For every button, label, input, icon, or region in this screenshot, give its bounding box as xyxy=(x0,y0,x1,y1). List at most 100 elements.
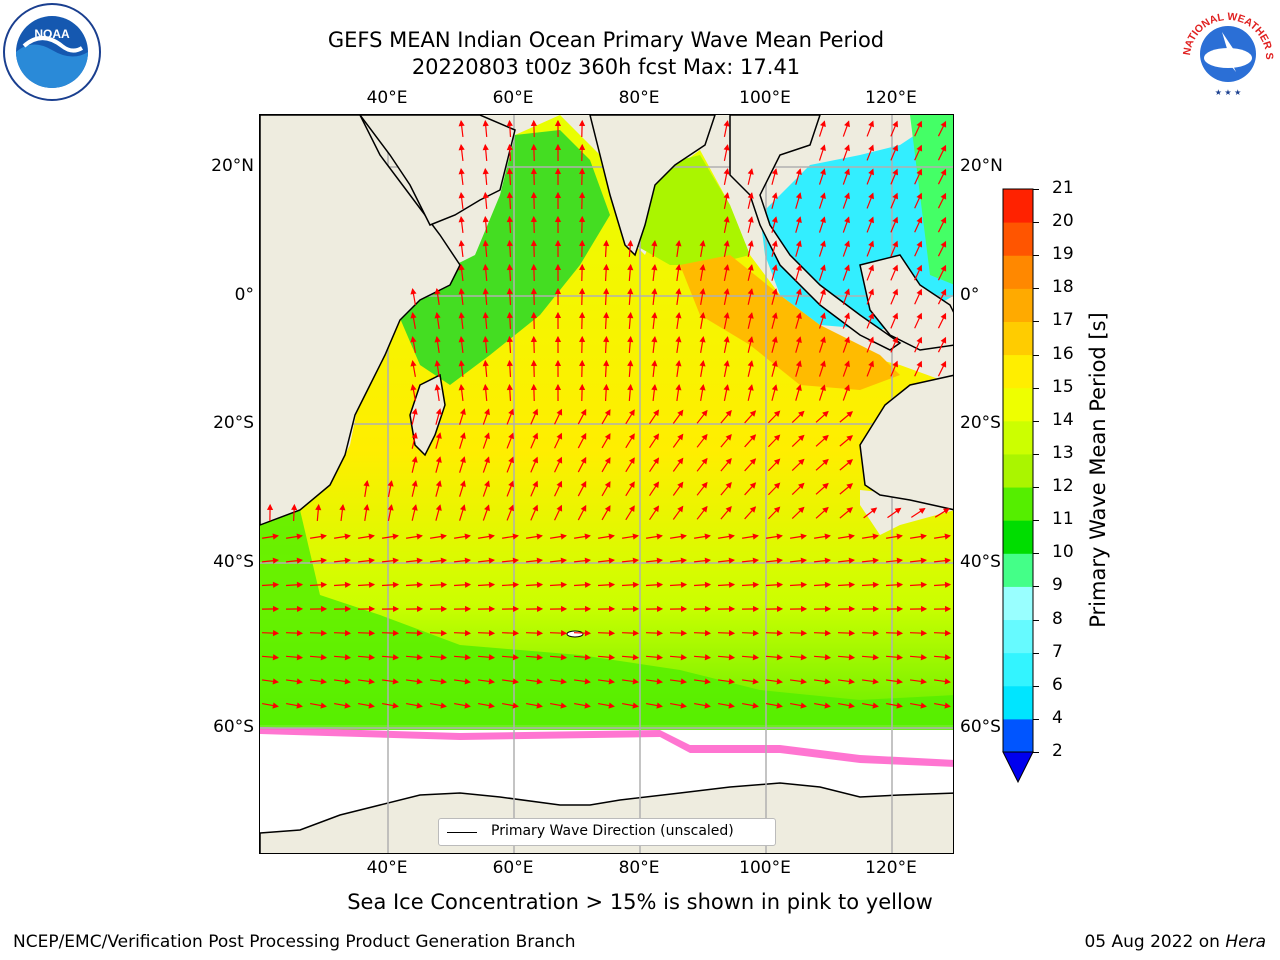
wave-arrow-head xyxy=(506,263,513,271)
lon-tick-bottom: 120°E xyxy=(865,858,917,878)
wave-arrow-head xyxy=(482,143,489,151)
lat-tick-right: 20°N xyxy=(960,156,1003,176)
wave-arrow-head xyxy=(578,239,586,247)
wave-arrow-head xyxy=(680,678,688,685)
wave-arrow-head xyxy=(536,630,544,637)
wave-arrow-head xyxy=(512,654,520,661)
wave-arrow-head xyxy=(725,458,732,465)
wave-arrow-head xyxy=(699,360,706,367)
wave-arrow-head xyxy=(506,383,513,391)
wave-arrow-head xyxy=(942,508,950,515)
wave-arrow-head xyxy=(417,605,424,613)
wave-arrow-head xyxy=(820,312,826,320)
wave-arrow-head xyxy=(728,654,736,661)
colorbar-extend xyxy=(1002,751,1034,784)
wave-arrow-head xyxy=(536,533,543,540)
wave-arrow-head xyxy=(272,581,280,588)
colorbar-tick-label: 7 xyxy=(1052,641,1063,662)
wave-arrow-head xyxy=(532,504,539,512)
wave-arrow-head xyxy=(940,144,947,152)
wave-arrow-head xyxy=(604,481,611,488)
wave-arrow-head xyxy=(296,581,304,588)
wave-arrow-head xyxy=(508,480,514,488)
wave-arrow-head xyxy=(578,359,586,367)
wave-arrow-head xyxy=(892,264,899,272)
wave-arrow-head xyxy=(363,480,370,487)
wave-arrow-head xyxy=(512,630,520,637)
colorbar-tick-label: 4 xyxy=(1052,707,1063,728)
colorbar-segment xyxy=(1003,453,1033,488)
wave-arrow-head xyxy=(795,240,802,247)
wave-arrow-head xyxy=(416,533,423,540)
lat-tick-left: 40°S xyxy=(213,552,254,572)
wave-arrow-head xyxy=(681,605,688,613)
wave-arrow-head xyxy=(892,192,899,200)
wave-arrow-head xyxy=(776,557,784,564)
wave-arrow-head xyxy=(699,336,706,343)
wave-arrow-head xyxy=(560,533,567,540)
wave-arrow-head xyxy=(704,557,712,564)
wave-arrow-head xyxy=(482,191,489,199)
wave-arrow-head xyxy=(677,505,684,513)
wave-arrow-head xyxy=(410,384,417,391)
wave-arrow-head xyxy=(536,678,544,685)
wave-arrow-head xyxy=(464,630,472,637)
map-legend: Primary Wave Direction (unscaled) xyxy=(438,818,776,846)
wave-arrow-head xyxy=(440,678,448,685)
wave-arrow-head xyxy=(916,336,923,344)
wave-arrow-head xyxy=(892,336,899,344)
wave-arrow-head xyxy=(578,215,586,223)
wave-arrow-head xyxy=(609,605,616,613)
wave-arrow-head xyxy=(508,456,514,464)
colorbar-segment xyxy=(1003,255,1033,289)
wave-arrow-head xyxy=(532,480,539,488)
wave-arrow-head xyxy=(822,434,829,442)
colorbar-tick xyxy=(1033,586,1039,588)
wave-arrow-head xyxy=(940,264,947,272)
wave-arrow-head xyxy=(556,504,563,512)
wave-arrow-head xyxy=(603,335,610,343)
wave-arrow-head xyxy=(916,240,923,248)
wave-arrow-head xyxy=(872,533,879,540)
map-panel xyxy=(259,114,954,854)
wave-arrow-head xyxy=(773,410,781,417)
wave-arrow-head xyxy=(604,457,611,464)
wave-arrow-head xyxy=(675,359,682,367)
wave-arrow-head xyxy=(656,630,664,637)
wave-arrow-head xyxy=(844,336,850,344)
wave-arrow-head xyxy=(680,533,687,540)
wave-arrow-head xyxy=(458,215,465,223)
wave-arrow-head xyxy=(297,605,304,613)
wave-arrow-head xyxy=(628,433,635,441)
nws-logo: NATIONAL WEATHER SERVICE ★ ★ ★ xyxy=(1174,0,1278,102)
wave-arrow-head xyxy=(701,505,708,513)
wave-arrow-head xyxy=(940,360,947,368)
colorbar-tick xyxy=(1033,752,1039,753)
wave-arrow-head xyxy=(440,581,448,588)
wave-arrow-head xyxy=(482,311,489,319)
wave-arrow-head xyxy=(849,605,856,613)
wave-arrow-head xyxy=(530,239,537,247)
wave-arrow-head xyxy=(484,504,490,512)
wave-arrow-head xyxy=(656,702,663,709)
wave-arrow-head xyxy=(820,384,826,392)
wave-arrow-head xyxy=(916,264,923,272)
wave-arrow-head xyxy=(537,605,544,613)
colorbar-tick xyxy=(1033,387,1039,389)
wave-arrow-head xyxy=(368,581,376,588)
wave-arrow-head xyxy=(344,702,351,709)
wave-arrow-head xyxy=(532,456,539,464)
wave-arrow-head xyxy=(554,263,562,270)
colorbar-frame xyxy=(1002,188,1034,753)
wave-arrow-head xyxy=(848,702,855,709)
wave-arrow-head xyxy=(578,311,586,319)
wave-arrow-head xyxy=(916,216,923,224)
wave-arrow-head xyxy=(506,215,513,223)
wave-arrow-head xyxy=(512,533,519,540)
wave-arrow-head xyxy=(482,215,489,223)
wave-arrow-head xyxy=(554,215,562,222)
wave-arrow-head xyxy=(561,605,568,613)
wave-arrow-head xyxy=(627,359,634,367)
wave-arrow-head xyxy=(458,263,465,271)
wave-arrow-head xyxy=(458,335,465,343)
